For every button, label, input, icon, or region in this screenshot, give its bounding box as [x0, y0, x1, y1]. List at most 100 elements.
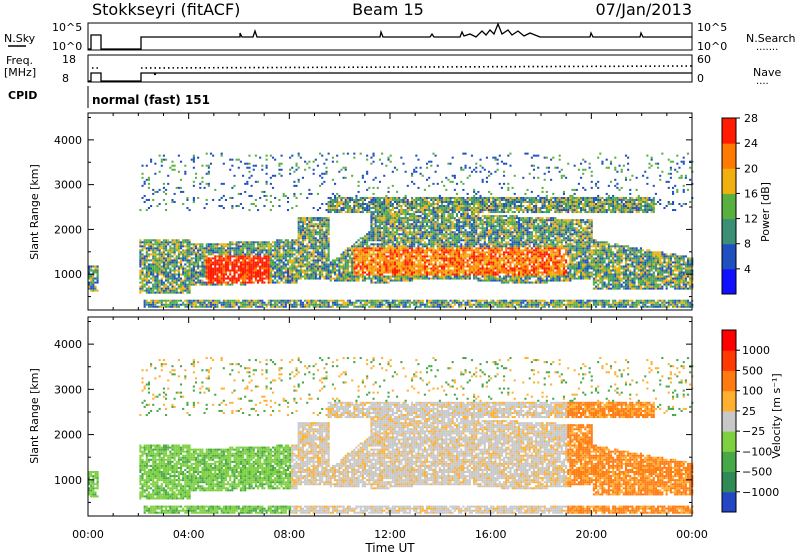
power-cell — [436, 305, 439, 308]
power-cell — [199, 271, 202, 274]
power-cell — [227, 245, 230, 248]
power-cell — [453, 245, 456, 248]
power-cell — [389, 219, 392, 222]
power-cell — [312, 245, 315, 248]
power-cell — [355, 241, 358, 244]
power-cell — [413, 273, 416, 276]
power-cell — [308, 231, 311, 234]
power-cell — [417, 219, 420, 222]
power-cell — [179, 273, 183, 276]
power-cell — [216, 303, 219, 306]
power-cell — [325, 217, 328, 220]
power-cell — [209, 152, 213, 155]
power-cell — [248, 267, 251, 270]
power-cell — [421, 269, 424, 272]
power-cell — [404, 279, 407, 282]
power-cell — [462, 299, 465, 302]
power-cell — [434, 237, 437, 240]
power-cell — [353, 200, 356, 203]
power-cell — [421, 198, 424, 201]
power-cell — [154, 253, 157, 256]
power-cell — [404, 170, 407, 173]
power-cell — [408, 200, 411, 203]
power-cell — [194, 172, 198, 175]
power-cell — [413, 231, 416, 234]
power-cell — [278, 261, 281, 264]
power-cell — [190, 257, 193, 260]
power-cell — [222, 162, 225, 165]
power-cell — [154, 305, 157, 308]
power-cell — [366, 303, 369, 306]
power-cell — [308, 261, 311, 264]
power-cell — [171, 291, 174, 294]
power-cell — [440, 180, 444, 183]
power-cell — [263, 303, 266, 306]
power-cell — [319, 241, 322, 244]
power-cell — [402, 162, 405, 165]
power-cell — [182, 285, 185, 288]
power-cell — [428, 277, 431, 280]
power-cell — [310, 241, 313, 244]
power-cell — [355, 257, 358, 260]
power-cell — [363, 243, 367, 246]
power-cell — [423, 277, 426, 280]
power-cell — [165, 247, 168, 250]
power-cell — [282, 305, 285, 308]
power-cell — [411, 200, 414, 203]
power-cell — [359, 299, 362, 302]
power-cell — [162, 259, 165, 262]
power-cell — [145, 301, 148, 304]
power-cell — [415, 305, 418, 308]
power-cell — [342, 305, 345, 308]
power-cell — [331, 271, 334, 274]
power-cell — [220, 154, 223, 157]
power-cell — [460, 263, 463, 266]
power-cell — [156, 263, 159, 266]
power-cell — [274, 196, 277, 199]
power-cell — [329, 211, 332, 214]
power-cell — [445, 257, 448, 260]
power-cell — [284, 257, 287, 260]
power-cell — [428, 221, 431, 224]
power-cell — [88, 287, 91, 290]
power-cell — [96, 279, 99, 282]
power-cell — [177, 257, 180, 260]
power-cell — [336, 154, 339, 157]
power-cell — [406, 237, 409, 240]
power-cell — [460, 215, 463, 218]
power-cell — [400, 303, 403, 306]
power-cell — [353, 271, 356, 274]
power-cell — [147, 176, 150, 179]
power-cell — [278, 259, 281, 262]
power-cell — [372, 277, 375, 280]
power-cell — [406, 225, 409, 228]
power-cell — [284, 253, 287, 256]
power-cell — [177, 265, 180, 268]
power-cell — [400, 269, 403, 272]
power-cell — [423, 241, 426, 244]
power-cell — [289, 156, 292, 159]
power-cell — [147, 178, 150, 181]
power-cell — [338, 269, 341, 272]
power-cell — [269, 255, 272, 258]
power-cell — [423, 243, 426, 246]
power-cell — [423, 231, 426, 234]
power-cell — [342, 277, 345, 280]
power-cell — [306, 265, 309, 268]
power-cell — [282, 243, 285, 246]
power-cell — [381, 213, 384, 216]
power-cell — [351, 196, 354, 199]
power-cell — [261, 299, 264, 302]
power-cell — [158, 257, 161, 260]
power-cell — [304, 249, 307, 252]
power-cell — [308, 239, 311, 242]
power-cell — [212, 247, 215, 250]
power-cell — [391, 261, 394, 264]
power-cell — [381, 263, 384, 266]
power-cell — [227, 263, 230, 266]
power-cell — [372, 178, 375, 181]
power-cell — [96, 275, 99, 278]
power-cell — [445, 269, 448, 272]
power-cell — [299, 277, 302, 280]
power-cell — [214, 279, 217, 282]
